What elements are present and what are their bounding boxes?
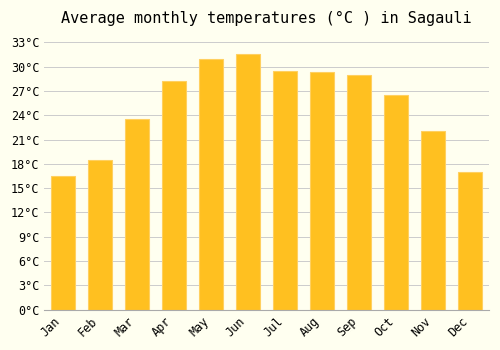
Bar bbox=[162, 81, 186, 310]
Title: Average monthly temperatures (°C ) in Sagauli: Average monthly temperatures (°C ) in Sa… bbox=[62, 11, 472, 26]
Bar bbox=[347, 75, 372, 310]
Bar bbox=[422, 132, 446, 310]
Bar bbox=[458, 172, 482, 310]
Bar bbox=[125, 119, 149, 310]
Bar bbox=[199, 58, 223, 310]
Bar bbox=[384, 95, 408, 310]
Bar bbox=[273, 71, 297, 310]
Bar bbox=[88, 160, 112, 310]
Bar bbox=[236, 55, 260, 310]
Bar bbox=[310, 71, 334, 310]
Bar bbox=[51, 176, 75, 310]
